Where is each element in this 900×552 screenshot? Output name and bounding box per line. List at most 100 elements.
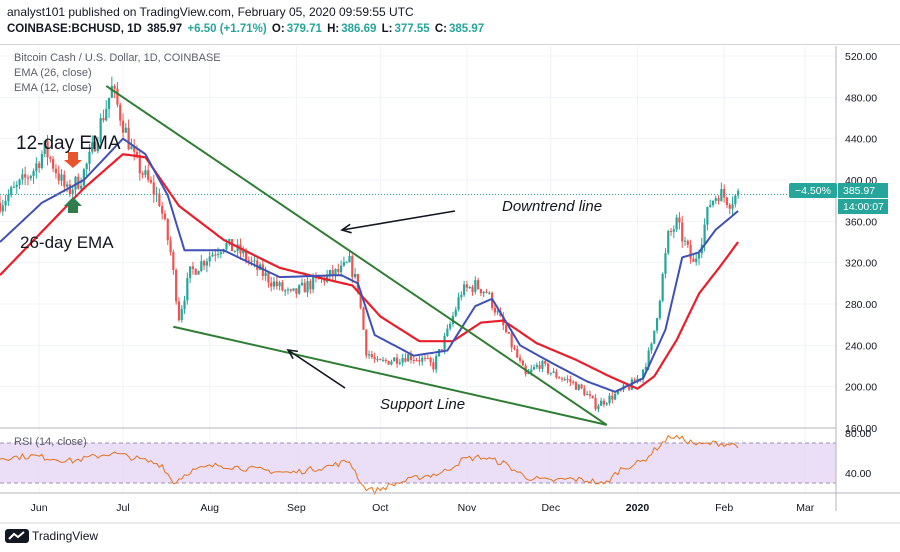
candle-body xyxy=(359,291,362,308)
candle-body xyxy=(292,288,295,291)
candle-body xyxy=(681,222,684,242)
candle-body xyxy=(588,394,592,396)
tradingview-logo-icon xyxy=(5,529,29,543)
candle-body xyxy=(149,179,153,183)
candle-body xyxy=(418,360,421,362)
candle-body xyxy=(586,394,589,396)
candle-body xyxy=(286,289,290,291)
candle-body xyxy=(351,255,354,278)
candle-body xyxy=(163,213,167,220)
candle-body xyxy=(63,174,66,187)
candle-body xyxy=(116,88,119,105)
rsi-band-fill xyxy=(0,443,836,483)
candle-body xyxy=(723,189,726,198)
price-tick-label: 200.00 xyxy=(845,382,877,394)
candle-body xyxy=(647,350,650,367)
candle-body xyxy=(247,260,250,262)
candle-body xyxy=(309,281,312,290)
candle-body xyxy=(574,382,578,390)
candle-body xyxy=(4,200,7,206)
price-last-text: 385.97 xyxy=(843,185,875,197)
candle-body xyxy=(127,127,130,150)
legend-ema26: EMA (26, close) xyxy=(14,67,92,79)
candle-body xyxy=(0,202,2,212)
candle-body xyxy=(85,163,88,170)
candle-body xyxy=(387,360,390,365)
candle-body xyxy=(381,359,385,361)
candle-body xyxy=(412,359,415,361)
time-tick-label: 2020 xyxy=(626,502,650,514)
candle-body xyxy=(449,323,452,329)
candle-body xyxy=(474,280,477,292)
candle-body xyxy=(530,369,533,372)
candle-body xyxy=(602,400,606,405)
candle-body xyxy=(513,347,516,350)
candle-body xyxy=(697,253,701,259)
candle-body xyxy=(605,403,608,405)
candle-body xyxy=(482,291,485,294)
candle-body xyxy=(284,290,287,292)
legend-rsi: RSI (14, close) xyxy=(14,436,87,448)
price-tick-label: 280.00 xyxy=(845,299,877,311)
candle-body xyxy=(717,198,720,202)
candle-body xyxy=(7,194,10,201)
candle-body xyxy=(507,331,510,334)
price-tag-countdown: 14:00:07 xyxy=(838,199,888,214)
candle-body xyxy=(737,190,740,196)
annotation-downtrend: Downtrend line xyxy=(502,198,602,215)
grid xyxy=(0,46,836,493)
candle-body xyxy=(233,250,236,252)
candle-body xyxy=(228,239,231,244)
downtrend-trend-line xyxy=(105,85,608,426)
candle-body xyxy=(219,252,222,254)
candle-body xyxy=(703,224,706,245)
candle-body xyxy=(611,395,614,400)
candle-body xyxy=(105,108,108,121)
candle-body xyxy=(365,329,368,356)
candle-body xyxy=(435,356,438,370)
candle-body xyxy=(49,157,52,160)
candle-body xyxy=(289,289,292,291)
candle-body xyxy=(107,97,111,109)
candle-body xyxy=(510,333,513,348)
candle-body xyxy=(298,285,301,294)
candle-body xyxy=(183,300,186,309)
candle-body xyxy=(597,405,600,410)
candle-body xyxy=(205,261,209,266)
candle-body xyxy=(177,301,181,321)
candle-body xyxy=(395,357,399,364)
time-tick-label: Oct xyxy=(372,502,388,514)
candle-body xyxy=(303,282,306,293)
candle-body xyxy=(79,185,83,189)
candle-body xyxy=(141,173,144,175)
annotation-ema26: 26-day EMA xyxy=(20,233,114,252)
candle-body xyxy=(546,363,550,374)
candle-body xyxy=(686,240,689,245)
price-tick-label: 160.00 xyxy=(845,423,877,435)
candle-body xyxy=(608,395,611,404)
candle-body xyxy=(440,349,443,351)
open-value: 379.71 xyxy=(286,23,322,35)
candle-body xyxy=(91,142,94,152)
candle-body xyxy=(664,253,667,274)
candle-body xyxy=(619,389,622,391)
low-value: 377.55 xyxy=(394,23,430,35)
axes xyxy=(0,46,900,524)
candle-body xyxy=(10,187,13,195)
candle-body xyxy=(429,358,432,363)
time-tick-label: Feb xyxy=(715,502,733,514)
time-tick-label: Nov xyxy=(458,502,477,514)
candle-body xyxy=(678,217,681,223)
candle-body xyxy=(43,140,46,154)
candle-body xyxy=(398,362,401,364)
candle-body xyxy=(38,163,41,168)
rsi-line xyxy=(0,434,739,496)
candle-body xyxy=(695,258,698,262)
candle-body xyxy=(560,378,564,380)
time-tick-label: Jul xyxy=(116,502,129,514)
price-change: +6.50 (+1.71%) xyxy=(187,23,267,35)
candle-body xyxy=(54,168,58,174)
candle-body xyxy=(337,268,340,273)
candle-body xyxy=(82,169,85,186)
